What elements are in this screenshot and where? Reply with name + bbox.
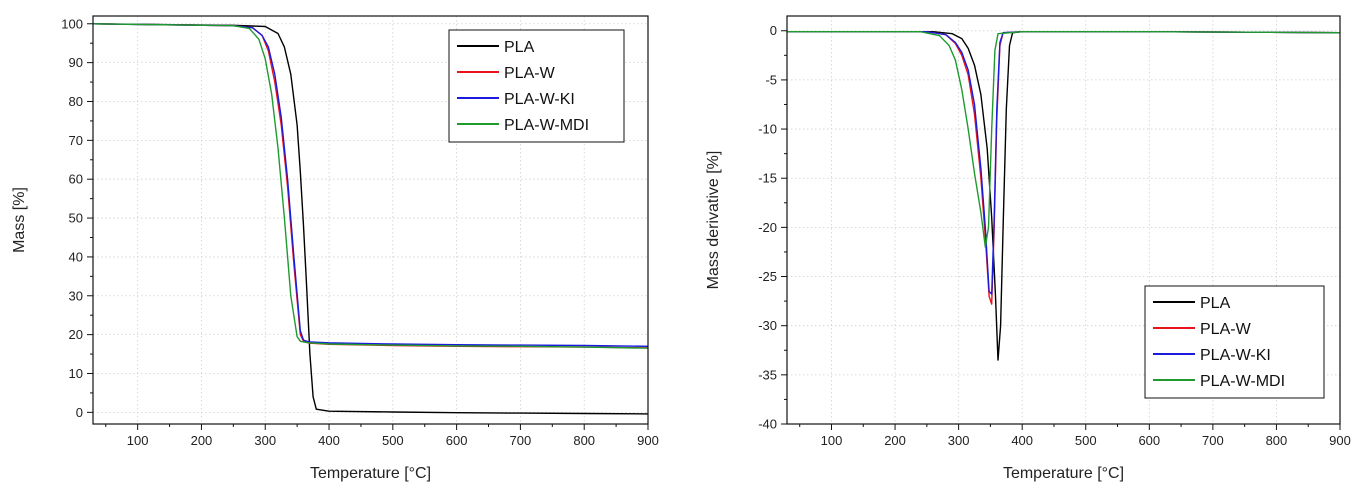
- x-axis-title: Temperature [°C]: [1003, 465, 1124, 482]
- y-tick-label: 30: [69, 288, 83, 303]
- x-tick-label: 700: [1202, 433, 1224, 448]
- x-tick-label: 600: [1138, 433, 1160, 448]
- x-tick-label: 400: [1011, 433, 1033, 448]
- x-tick-label: 400: [318, 433, 340, 448]
- y-tick-label: 40: [69, 249, 83, 264]
- y-tick-label: -30: [758, 318, 777, 333]
- legend-label: PLA-W-KI: [504, 91, 575, 108]
- x-tick-label: 900: [1329, 433, 1351, 448]
- x-tick-label: 900: [637, 433, 659, 448]
- y-tick-label: 100: [61, 16, 83, 31]
- x-tick-label: 500: [382, 433, 404, 448]
- legend-label: PLA-W-MDI: [504, 117, 589, 134]
- x-tick-label: 200: [884, 433, 906, 448]
- series-line-pla-w-ki: [787, 31, 1340, 295]
- y-tick-label: 80: [69, 94, 83, 109]
- y-axis-title: Mass derivative [%]: [705, 151, 722, 290]
- x-tick-label: 800: [573, 433, 595, 448]
- y-tick-label: 70: [69, 133, 83, 148]
- legend-label: PLA-W-KI: [1200, 347, 1271, 364]
- y-tick-label: 90: [69, 55, 83, 70]
- y-tick-label: 20: [69, 327, 83, 342]
- y-tick-label: 0: [76, 405, 83, 420]
- series-line-pla-w-mdi: [787, 31, 1340, 248]
- y-tick-label: 50: [69, 211, 83, 226]
- y-tick-label: -20: [758, 220, 777, 235]
- y-tick-label: -35: [758, 367, 777, 382]
- x-tick-label: 100: [127, 433, 149, 448]
- y-tick-label: 10: [69, 366, 83, 381]
- y-tick-label: -10: [758, 122, 777, 137]
- y-tick-label: -40: [758, 417, 777, 432]
- x-tick-label: 600: [446, 433, 468, 448]
- mass-chart: 100 200 300 400 500 600 700 800 900 0 10 20 30 40 50 60…: [11, 15, 659, 482]
- plot-frame: [92, 15, 649, 425]
- y-tick-label: 60: [69, 172, 83, 187]
- legend-label: PLA-W: [1200, 321, 1252, 338]
- x-tick-label: 800: [1266, 433, 1288, 448]
- legend-label: PLA-W-MDI: [1200, 373, 1285, 390]
- series-line-pla-w-mdi: [93, 23, 648, 349]
- legend: PLA PLA-W PLA-W-KI PLA-W-MDI: [1144, 285, 1325, 399]
- x-tick-label: 700: [510, 433, 532, 448]
- legend: PLA PLA-W PLA-W-KI PLA-W-MDI: [448, 29, 625, 143]
- legend-label: PLA-W: [504, 65, 556, 82]
- y-tick-label: -5: [765, 72, 777, 87]
- y-tick-label: -25: [758, 269, 777, 284]
- y-tick-label: -15: [758, 171, 777, 186]
- x-tick-label: 200: [191, 433, 213, 448]
- plot-frame: [786, 15, 1341, 425]
- x-tick-label: 300: [254, 433, 276, 448]
- y-tick-label: 0: [770, 23, 777, 38]
- series-line-pla: [93, 23, 648, 415]
- x-axis-title: Temperature [°C]: [310, 465, 431, 482]
- series-line-pla-w-ki: [93, 23, 648, 347]
- x-tick-label: 500: [1075, 433, 1097, 448]
- x-tick-label: 300: [948, 433, 970, 448]
- mass-derivative-chart: 100 200 300 400 500 600 700 800 900 0 -5 -10 -15 -20 -…: [705, 15, 1351, 482]
- series-line-pla-w: [787, 31, 1340, 305]
- x-tick-label: 100: [821, 433, 843, 448]
- y-axis-title: Mass [%]: [11, 187, 28, 253]
- legend-label: PLA: [1200, 295, 1231, 312]
- legend-label: PLA: [504, 39, 535, 56]
